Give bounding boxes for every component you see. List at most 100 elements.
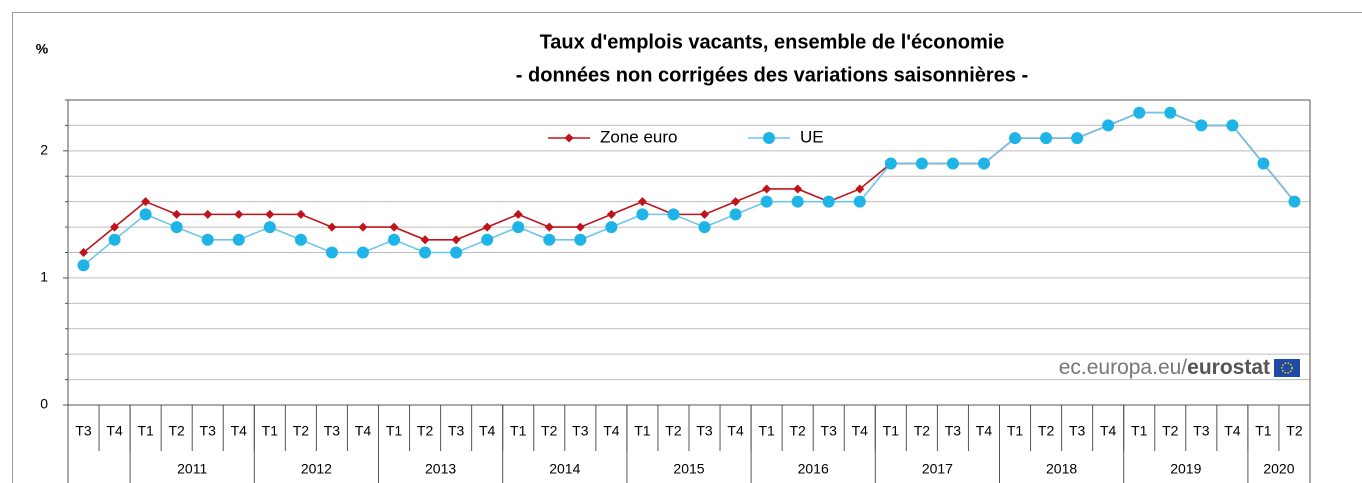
legend-marker [564, 133, 574, 143]
x-tick-label: T2 [790, 423, 807, 439]
series-line [83, 111, 1296, 254]
x-tick-label: T2 [293, 423, 310, 439]
point [575, 222, 585, 232]
x-tick-label: T2 [541, 423, 558, 439]
point [729, 208, 742, 221]
point [667, 208, 680, 221]
x-tick-label: T3 [200, 423, 217, 439]
point [946, 157, 959, 170]
point [793, 184, 803, 194]
x-tick-label: T1 [1007, 423, 1024, 439]
chart-subtitle: - données non corrigées des variations s… [516, 64, 1028, 86]
point [637, 197, 647, 207]
source-text: ec.europa.eu/ [1059, 356, 1188, 379]
x-tick-label: T4 [106, 423, 123, 439]
point [1102, 119, 1115, 132]
y-tick-label: 2 [40, 142, 48, 158]
point [915, 157, 928, 170]
point [79, 248, 89, 257]
source: ec.europa.eu/eurostat [1059, 356, 1270, 379]
legend-marker [763, 132, 775, 144]
point [388, 233, 401, 246]
x-tick-label: T2 [1162, 423, 1179, 439]
legend-label: UE [800, 127, 824, 146]
point [606, 209, 616, 219]
point [1009, 132, 1022, 145]
x-tick-label: T1 [262, 423, 279, 439]
point [356, 246, 369, 259]
point [1195, 119, 1208, 132]
group-label: 2014 [549, 461, 580, 477]
point [1040, 132, 1053, 145]
point [1226, 119, 1239, 132]
point [855, 184, 865, 194]
group-label: 2016 [798, 461, 829, 477]
point [512, 221, 525, 234]
point [296, 209, 306, 219]
point [977, 157, 990, 170]
group-label: 2018 [1046, 461, 1077, 477]
x-tick-label: T2 [1286, 423, 1303, 439]
point [263, 221, 276, 234]
x-tick-label: T4 [1224, 423, 1241, 439]
point [481, 233, 494, 246]
frame [12, 12, 1362, 483]
x-tick-label: T1 [137, 423, 154, 439]
x-tick-label: T3 [1193, 423, 1210, 439]
x-tick-label: T1 [510, 423, 527, 439]
eu-flag [1274, 359, 1300, 377]
x-tick-label: T2 [914, 423, 931, 439]
point [544, 222, 554, 232]
source-bold: eurostat [1187, 356, 1270, 379]
group-label: 2013 [425, 461, 456, 477]
x-tick-label: T2 [169, 423, 186, 439]
point [327, 222, 337, 232]
point [1133, 106, 1146, 119]
point [760, 195, 773, 208]
x-tick-label: T1 [634, 423, 651, 439]
point [543, 233, 556, 246]
x-tick-label: T3 [448, 423, 465, 439]
x-tick-label: T3 [324, 423, 341, 439]
x-tick-label: T4 [1100, 423, 1117, 439]
point [884, 157, 897, 170]
x-tick-label: T3 [945, 423, 962, 439]
x-tick-label: T2 [1038, 423, 1055, 439]
point [232, 233, 245, 246]
x-tick-label: T1 [1131, 423, 1148, 439]
y-tick-label: 0 [40, 396, 48, 412]
point [201, 233, 214, 246]
x-tick-label: T4 [976, 423, 993, 439]
x-tick-label: T4 [479, 423, 496, 439]
x-tick-label: T4 [852, 423, 869, 439]
point [605, 221, 618, 234]
point [1071, 132, 1084, 145]
legend-label: Zone euro [600, 127, 678, 146]
point [451, 235, 461, 245]
point [762, 184, 772, 194]
point [294, 233, 307, 246]
group-label: 2011 [177, 461, 207, 477]
point [822, 195, 835, 208]
series-line [83, 111, 1296, 266]
x-tick-label: T1 [1255, 423, 1272, 439]
x-tick-label: T1 [758, 423, 775, 439]
point [513, 209, 523, 219]
point [77, 259, 90, 272]
point [172, 209, 182, 219]
chart-title: Taux d'emplois vacants, ensemble de l'éc… [540, 31, 1005, 53]
point [203, 209, 213, 219]
point [853, 195, 866, 208]
point [636, 208, 649, 221]
point [1288, 195, 1301, 208]
x-tick-label: T4 [355, 423, 372, 439]
point [141, 197, 151, 207]
point [170, 221, 183, 234]
x-tick-label: T4 [727, 423, 744, 439]
point [419, 246, 432, 259]
point [265, 209, 275, 219]
point [731, 197, 741, 207]
point [420, 235, 430, 245]
point [358, 222, 368, 232]
